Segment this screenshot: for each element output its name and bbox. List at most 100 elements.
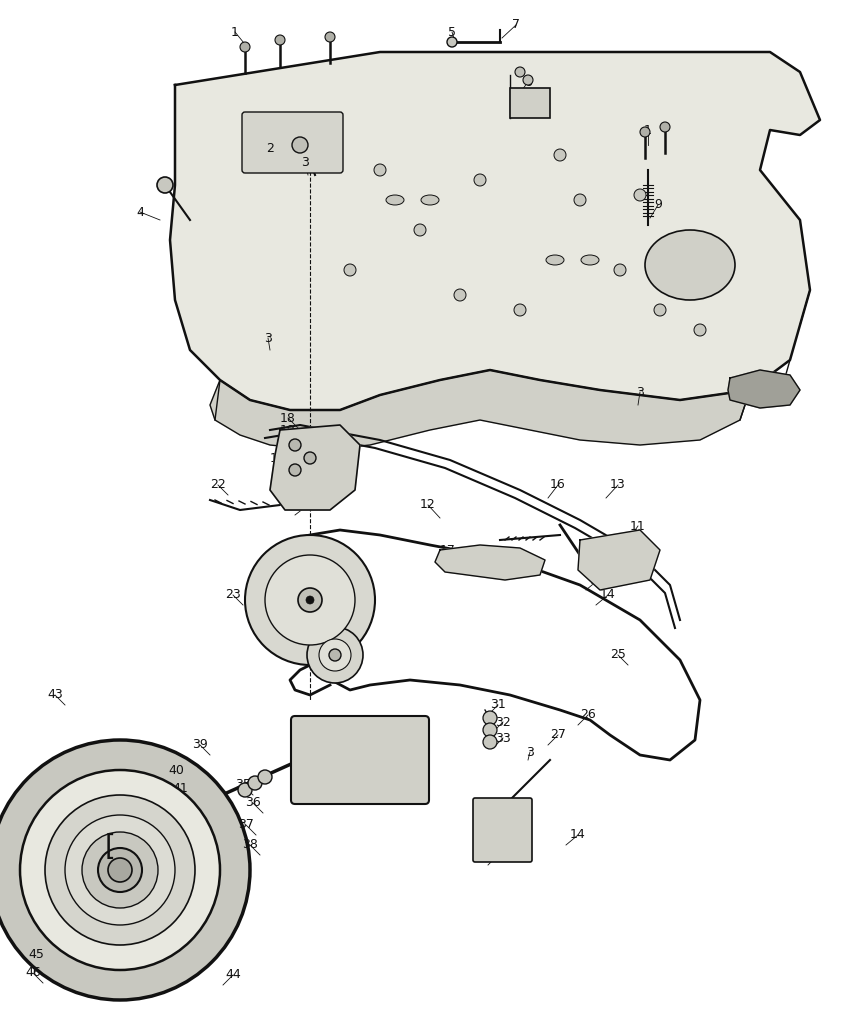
- Circle shape: [289, 464, 301, 476]
- Text: 39: 39: [192, 738, 208, 752]
- Text: 45: 45: [28, 948, 44, 962]
- Polygon shape: [435, 545, 545, 580]
- Text: 46: 46: [25, 967, 41, 980]
- Text: 40: 40: [168, 764, 184, 776]
- Text: 3: 3: [264, 332, 272, 344]
- Circle shape: [275, 35, 285, 45]
- Text: 38: 38: [242, 839, 258, 852]
- Text: 2: 2: [266, 141, 274, 155]
- Circle shape: [344, 264, 356, 276]
- Ellipse shape: [581, 255, 599, 265]
- Circle shape: [654, 304, 666, 316]
- Circle shape: [20, 770, 220, 970]
- Circle shape: [45, 795, 195, 945]
- Text: 5: 5: [448, 26, 456, 39]
- Polygon shape: [728, 370, 800, 408]
- Circle shape: [374, 164, 386, 176]
- Text: 14: 14: [570, 828, 586, 842]
- Bar: [510, 88, 550, 118]
- Text: 44: 44: [155, 948, 171, 962]
- Circle shape: [108, 858, 132, 882]
- Circle shape: [694, 324, 706, 336]
- Text: 44: 44: [225, 969, 241, 981]
- Text: 41: 41: [172, 781, 188, 795]
- Text: 7: 7: [512, 18, 520, 32]
- FancyBboxPatch shape: [291, 716, 429, 804]
- Polygon shape: [210, 370, 750, 450]
- Circle shape: [454, 289, 466, 301]
- Circle shape: [447, 37, 457, 47]
- Circle shape: [292, 137, 308, 153]
- Circle shape: [483, 735, 497, 749]
- Circle shape: [554, 150, 566, 161]
- Text: 24: 24: [321, 634, 336, 646]
- Text: 43: 43: [47, 688, 63, 701]
- Circle shape: [307, 627, 363, 683]
- Circle shape: [329, 649, 341, 662]
- Circle shape: [483, 723, 497, 737]
- Ellipse shape: [386, 195, 404, 205]
- Circle shape: [248, 776, 262, 790]
- Circle shape: [306, 596, 314, 604]
- Text: 22: 22: [210, 478, 226, 492]
- Text: 34: 34: [380, 759, 396, 771]
- Text: 4: 4: [136, 206, 144, 218]
- Circle shape: [258, 770, 272, 784]
- Circle shape: [65, 815, 175, 925]
- Text: 32: 32: [495, 716, 510, 728]
- Circle shape: [515, 67, 525, 77]
- Text: 19: 19: [280, 424, 296, 436]
- Polygon shape: [270, 425, 360, 510]
- Ellipse shape: [546, 255, 564, 265]
- Text: 18: 18: [280, 412, 296, 425]
- Text: 31: 31: [490, 698, 506, 712]
- Circle shape: [238, 783, 252, 797]
- Circle shape: [304, 452, 316, 464]
- FancyBboxPatch shape: [242, 112, 343, 173]
- Text: 3: 3: [526, 745, 534, 759]
- Circle shape: [82, 831, 158, 908]
- Polygon shape: [578, 530, 660, 590]
- Circle shape: [240, 42, 250, 52]
- Text: 25: 25: [610, 648, 626, 662]
- Text: 27: 27: [550, 728, 566, 741]
- Text: 9: 9: [654, 199, 662, 212]
- Text: 14: 14: [600, 589, 616, 601]
- Text: 21: 21: [275, 438, 291, 452]
- Text: 17: 17: [440, 544, 456, 556]
- Text: 28: 28: [495, 818, 511, 831]
- Text: 3: 3: [301, 156, 309, 169]
- Circle shape: [289, 439, 301, 451]
- Text: 1: 1: [231, 26, 239, 39]
- Text: 20: 20: [300, 549, 316, 561]
- Circle shape: [640, 127, 650, 137]
- Circle shape: [514, 304, 526, 316]
- Circle shape: [319, 639, 351, 671]
- Polygon shape: [170, 52, 820, 410]
- Circle shape: [614, 264, 626, 276]
- Circle shape: [298, 588, 322, 612]
- Text: 12: 12: [420, 499, 436, 512]
- Text: 37: 37: [238, 818, 254, 831]
- Text: 3: 3: [636, 385, 644, 398]
- Circle shape: [414, 224, 426, 236]
- Circle shape: [157, 177, 173, 193]
- Text: 13: 13: [610, 478, 626, 492]
- Ellipse shape: [645, 230, 735, 300]
- Circle shape: [98, 848, 142, 892]
- Text: 33: 33: [495, 731, 510, 744]
- Text: 36: 36: [245, 797, 261, 810]
- Text: 26: 26: [580, 709, 596, 722]
- Circle shape: [474, 174, 486, 186]
- Text: 15: 15: [590, 573, 606, 587]
- Text: 14: 14: [300, 499, 315, 512]
- FancyBboxPatch shape: [473, 798, 532, 862]
- Text: 23: 23: [225, 589, 241, 601]
- Text: 8: 8: [524, 98, 532, 112]
- Text: 1: 1: [644, 124, 652, 136]
- Circle shape: [325, 32, 335, 42]
- Text: [: [: [105, 833, 116, 861]
- Text: 10: 10: [737, 379, 753, 391]
- Text: 35: 35: [235, 778, 251, 792]
- Circle shape: [634, 189, 646, 201]
